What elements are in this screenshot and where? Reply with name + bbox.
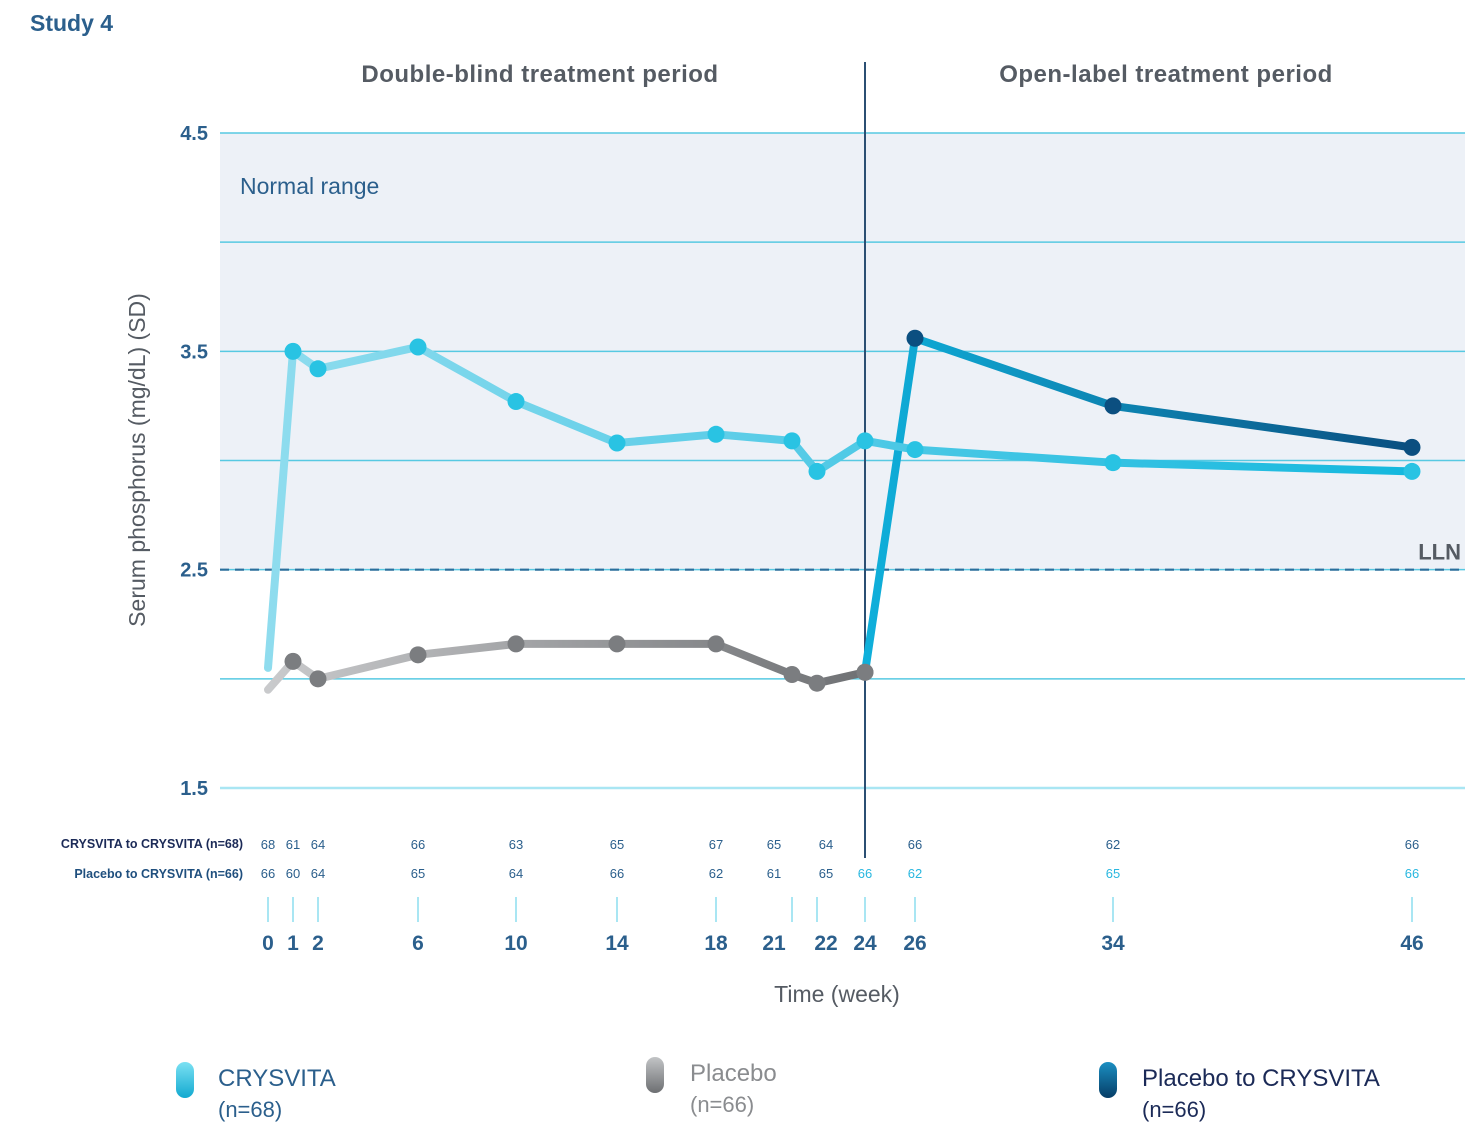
data-point (856, 432, 874, 450)
legend-n: (n=66) (690, 1092, 754, 1117)
x-tick-label: 10 (504, 932, 527, 955)
y-tick-label: 1.5 (180, 778, 208, 800)
data-point (906, 329, 924, 347)
x-tick-label: 6 (412, 932, 424, 955)
data-point (284, 652, 302, 670)
data-point (856, 663, 874, 681)
count-crysvita: 64 (819, 837, 833, 852)
x-tick-label: 34 (1101, 932, 1125, 955)
legend: CRYSVITA(n=68)Placebo(n=66)Placebo to CR… (176, 1057, 1380, 1122)
legend-swatch (1099, 1062, 1117, 1098)
series-crysvita (264, 338, 1421, 672)
x-tick-label: 2 (312, 932, 324, 955)
series-line (861, 334, 1416, 677)
x-tick-label: 22 (814, 932, 837, 955)
count-placebo: 60 (286, 866, 300, 881)
y-axis-ticks: 1.5 2.5 3.5 4.5 (180, 123, 208, 800)
count-crysvita: 64 (311, 837, 325, 852)
legend-name: Placebo to CRYSVITA (1142, 1065, 1380, 1092)
legend-item-placebo: Placebo (n=66) (646, 1057, 777, 1117)
count-placebo: 62 (908, 866, 922, 881)
data-point (1104, 397, 1122, 415)
data-point (409, 338, 427, 356)
count-placebo: 66 (261, 866, 275, 881)
data-point (1104, 454, 1122, 472)
x-tick-label: 0 (262, 932, 274, 955)
x-axis-ticks: 0 1 2 6 10 14 18 21 22 24 26 34 46 (262, 897, 1424, 955)
count-crysvita: 65 (610, 837, 624, 852)
double-blind-period-label: Double-blind treatment period (361, 61, 718, 88)
normal-range-label: Normal range (240, 173, 379, 199)
legend-name: Placebo (690, 1060, 777, 1087)
series-layer (264, 329, 1421, 694)
count-crysvita: 61 (286, 837, 300, 852)
data-point (507, 393, 525, 411)
data-point (1403, 438, 1421, 456)
data-point (1403, 462, 1421, 480)
count-placebo: 64 (509, 866, 523, 881)
x-tick-label: 26 (903, 932, 926, 955)
data-point (507, 635, 525, 653)
count-crysvita: 63 (509, 837, 523, 852)
n-row-label-placebo: Placebo to CRYSVITA (n=66) (74, 867, 243, 881)
legend-name: CRYSVITA (218, 1065, 336, 1092)
data-point (309, 360, 327, 378)
data-point (808, 674, 826, 692)
count-placebo: 62 (709, 866, 723, 881)
data-point (608, 434, 626, 452)
study-title: Study 4 (30, 10, 113, 36)
x-tick-label: 24 (853, 932, 877, 955)
x-axis-label: Time (week) (774, 981, 900, 1007)
legend-item-placebo-to-crysvita: Placebo to CRYSVITA (n=66) (1099, 1062, 1380, 1122)
n-row-label-crysvita: CRYSVITA to CRYSVITA (n=68) (61, 837, 243, 851)
count-crysvita: 62 (1106, 837, 1120, 852)
count-placebo: 66 (1405, 866, 1419, 881)
y-tick-label: 4.5 (180, 123, 208, 145)
legend-n: (n=66) (1142, 1097, 1206, 1122)
x-tick-label: 1 (287, 932, 299, 955)
open-label-period-label: Open-label treatment period (999, 61, 1333, 88)
count-crysvita: 66 (411, 837, 425, 852)
count-placebo: 64 (311, 866, 325, 881)
x-tick-label: 21 (762, 932, 786, 955)
lln-label: LLN (1418, 540, 1461, 565)
data-point (284, 342, 302, 360)
y-tick-label: 2.5 (180, 560, 208, 582)
count-crysvita: 65 (767, 837, 781, 852)
count-placebo: 66 (610, 866, 624, 881)
count-placebo: 66 (858, 866, 872, 881)
data-point (707, 425, 725, 443)
count-crysvita: 66 (1405, 837, 1419, 852)
count-crysvita: 66 (908, 837, 922, 852)
y-axis-label: Serum phosphorus (mg/dL) (SD) (124, 293, 150, 627)
series-placebo-to-crysvita (856, 329, 1421, 681)
legend-swatch (176, 1062, 194, 1098)
count-placebo: 65 (411, 866, 425, 881)
x-tick-label: 18 (704, 932, 728, 955)
y-tick-label: 3.5 (180, 341, 208, 363)
data-point (783, 432, 801, 450)
x-tick-label: 46 (1400, 932, 1423, 955)
count-crysvita: 68 (261, 837, 275, 852)
legend-item-crysvita: CRYSVITA (n=68) (176, 1062, 336, 1122)
data-point (783, 665, 801, 683)
count-crysvita: 67 (709, 837, 723, 852)
count-placebo: 61 (767, 866, 781, 881)
data-point (309, 670, 327, 688)
legend-swatch (646, 1057, 664, 1093)
data-point (906, 441, 924, 459)
data-point (707, 635, 725, 653)
series-line (264, 639, 869, 694)
data-point (808, 462, 826, 480)
x-tick-label: 14 (605, 932, 629, 955)
legend-n: (n=68) (218, 1097, 282, 1122)
count-placebo: 65 (819, 866, 833, 881)
series-placebo (264, 635, 874, 694)
count-placebo: 65 (1106, 866, 1120, 881)
data-point (608, 635, 626, 653)
data-point (409, 646, 427, 664)
patient-counts: 68 61 64 66 63 65 67 65 64 66 62 66 66 60 64 65 64 66 62 61… (261, 837, 1419, 881)
